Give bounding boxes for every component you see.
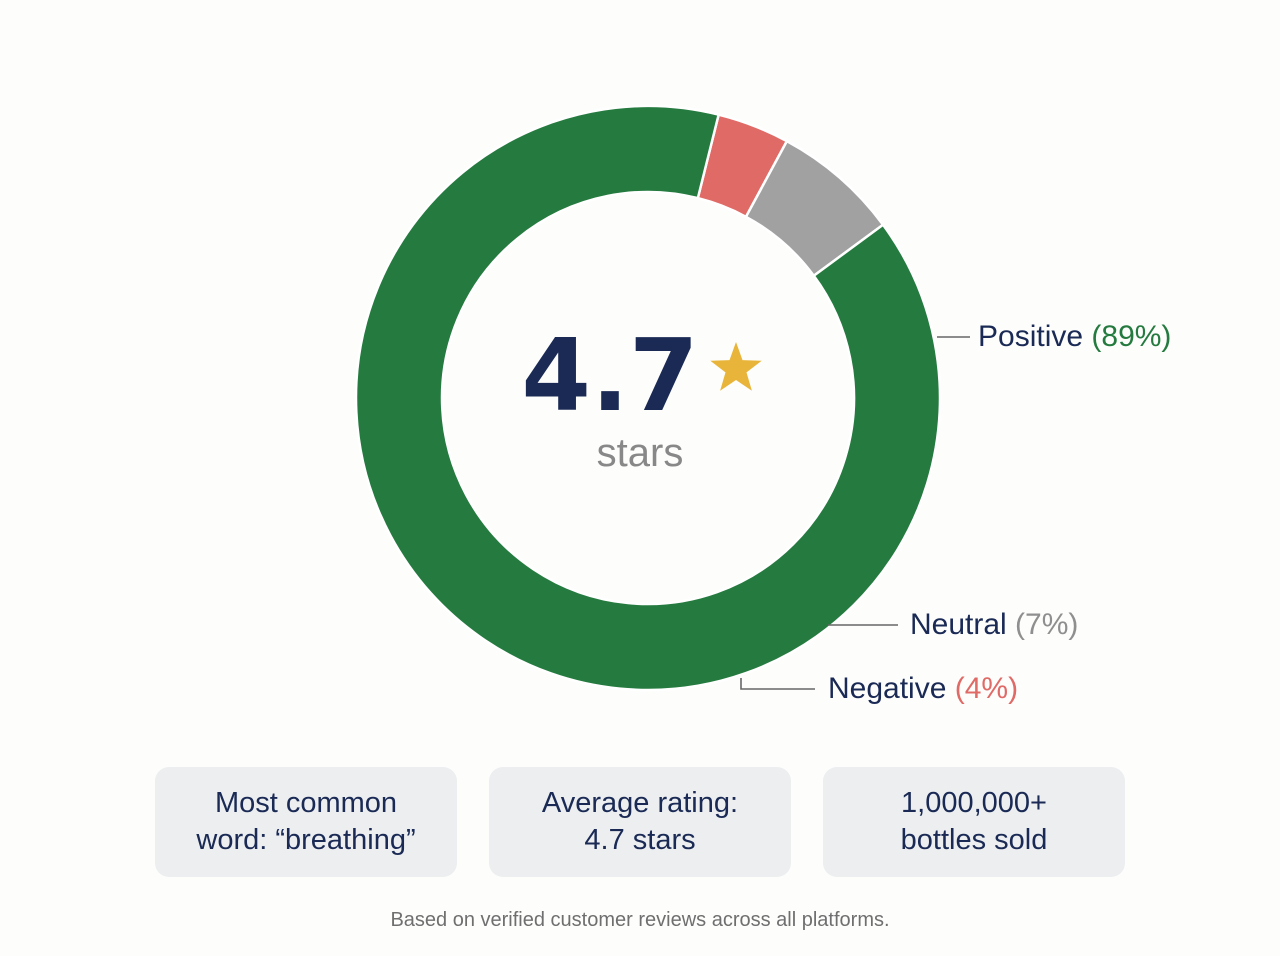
label-negative: Negative (4%) bbox=[828, 672, 1018, 705]
stat-card-bottles-sold: 1,000,000+ bottles sold bbox=[823, 767, 1125, 877]
card-line: Most common bbox=[214, 787, 398, 819]
center-rating-value: 4.7 bbox=[521, 317, 698, 434]
star-icon bbox=[710, 342, 762, 391]
card-line: bottles sold bbox=[900, 824, 1048, 856]
stat-card-common-word: Most common word: “breathing” bbox=[155, 767, 457, 877]
label-positive-percent: (89%) bbox=[1091, 320, 1171, 353]
label-neutral-percent: (7%) bbox=[1015, 608, 1078, 641]
label-negative-percent: (4%) bbox=[955, 672, 1018, 705]
label-positive: Positive (89%) bbox=[978, 320, 1171, 353]
leader-line-negative bbox=[740, 678, 815, 690]
slice-positive bbox=[354, 104, 942, 692]
stat-card-average-rating: Average rating: 4.7 stars bbox=[489, 767, 791, 877]
donut-chart: Positive (89%)Neutral (7%)Negative (4%) … bbox=[354, 104, 1171, 705]
label-negative-name: Negative bbox=[828, 672, 955, 705]
card-line: Average rating: bbox=[541, 787, 739, 819]
donut-slices bbox=[354, 104, 942, 692]
center-rating-unit: stars bbox=[597, 431, 684, 475]
footnote: Based on verified customer reviews acros… bbox=[390, 909, 890, 931]
slice-labels: Positive (89%) Neutral (7%) Negative (4%) bbox=[828, 320, 1171, 705]
label-neutral-name: Neutral bbox=[910, 608, 1015, 641]
leader-lines bbox=[740, 336, 970, 690]
card-line: 1,000,000+ bbox=[901, 787, 1047, 819]
card-line: word: “breathing” bbox=[196, 824, 416, 856]
label-positive-name: Positive bbox=[978, 320, 1091, 353]
label-neutral: Neutral (7%) bbox=[910, 608, 1078, 641]
card-line: 4.7 stars bbox=[584, 824, 696, 856]
